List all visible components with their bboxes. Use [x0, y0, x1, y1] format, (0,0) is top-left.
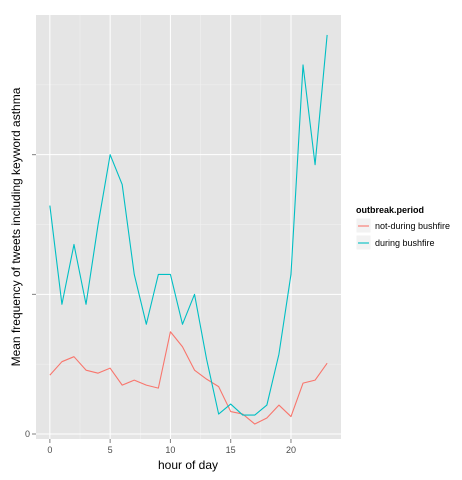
x-tick-label: 0 — [47, 445, 52, 455]
x-tick-label: 15 — [226, 445, 236, 455]
series-line-not-during-bushfire — [49, 331, 328, 425]
x-axis-title: hour of day — [158, 458, 218, 472]
x-tick-label: 20 — [286, 445, 296, 455]
y-tick-label: 0 — [25, 429, 30, 439]
axis-ticks — [32, 154, 292, 443]
y-axis-title: Mean frequency of tweets including keywo… — [9, 87, 23, 366]
legend-label: not-during bushfire — [375, 221, 450, 231]
x-tick-label: 5 — [108, 445, 113, 455]
legend-title: outbreak.period — [356, 205, 424, 215]
axis-tick-labels: 0 5 10 15 20 0 — [25, 429, 296, 455]
minor-gridlines — [36, 15, 341, 439]
plot-panel — [36, 15, 341, 439]
major-gridlines — [36, 15, 341, 439]
legend: outbreak.period not-during bushfire durin… — [355, 205, 450, 251]
series-line-during-bushfire — [49, 34, 328, 416]
x-tick-label: 10 — [165, 445, 175, 455]
legend-items: not-during bushfire during bushfire — [355, 217, 450, 251]
series-lines — [49, 34, 328, 425]
legend-label: during bushfire — [375, 238, 435, 248]
